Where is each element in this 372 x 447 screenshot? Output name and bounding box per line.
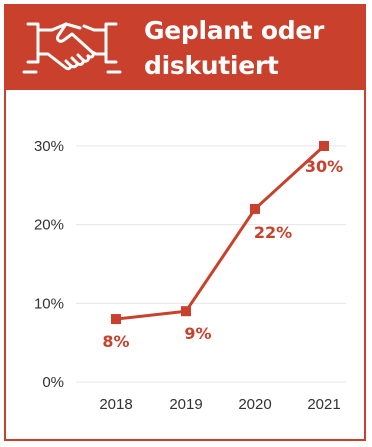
x-tick-label: 2019 bbox=[169, 396, 202, 413]
series-line-layer bbox=[115, 144, 326, 321]
x-tick-label: 2021 bbox=[307, 396, 340, 413]
y-axis-ticks: 0% 10% 20% 30% bbox=[34, 138, 64, 391]
data-label: 9% bbox=[184, 324, 211, 343]
x-tick-label: 2020 bbox=[238, 396, 271, 413]
x-tick-label: 2018 bbox=[99, 396, 132, 413]
y-tick-label: 20% bbox=[34, 217, 64, 234]
chart-title-line-1: Geplant oder bbox=[144, 16, 325, 45]
chart-title-line-2: diskutiert bbox=[144, 51, 279, 80]
grid-lines bbox=[76, 145, 346, 383]
y-tick-label: 10% bbox=[34, 295, 64, 312]
chart-card: Geplant oder diskutiert 0% 10% 20% 30% 2018… bbox=[4, 4, 366, 441]
data-labels: 8% 9% 22% 30% bbox=[102, 157, 343, 351]
y-tick-label: 30% bbox=[34, 138, 64, 155]
data-point-marker bbox=[250, 203, 260, 214]
y-tick-label: 0% bbox=[42, 374, 64, 391]
data-label: 30% bbox=[305, 157, 343, 176]
x-axis-ticks: 2018 2019 2020 2021 bbox=[99, 396, 340, 413]
chart-header: Geplant oder diskutiert bbox=[6, 6, 364, 90]
line-chart: 0% 10% 20% 30% 2018 2019 2020 2021 8% 9% 22% 30% bbox=[34, 138, 346, 413]
data-label: 8% bbox=[102, 332, 129, 351]
chart-title: Geplant oder diskutiert bbox=[144, 13, 364, 83]
data-label: 22% bbox=[254, 223, 292, 242]
handshake-icon bbox=[22, 22, 122, 74]
data-point-marker bbox=[319, 141, 329, 151]
series-line bbox=[115, 144, 326, 321]
data-point-marker bbox=[181, 306, 191, 317]
data-point-marker bbox=[111, 314, 121, 325]
series-markers bbox=[111, 141, 329, 325]
